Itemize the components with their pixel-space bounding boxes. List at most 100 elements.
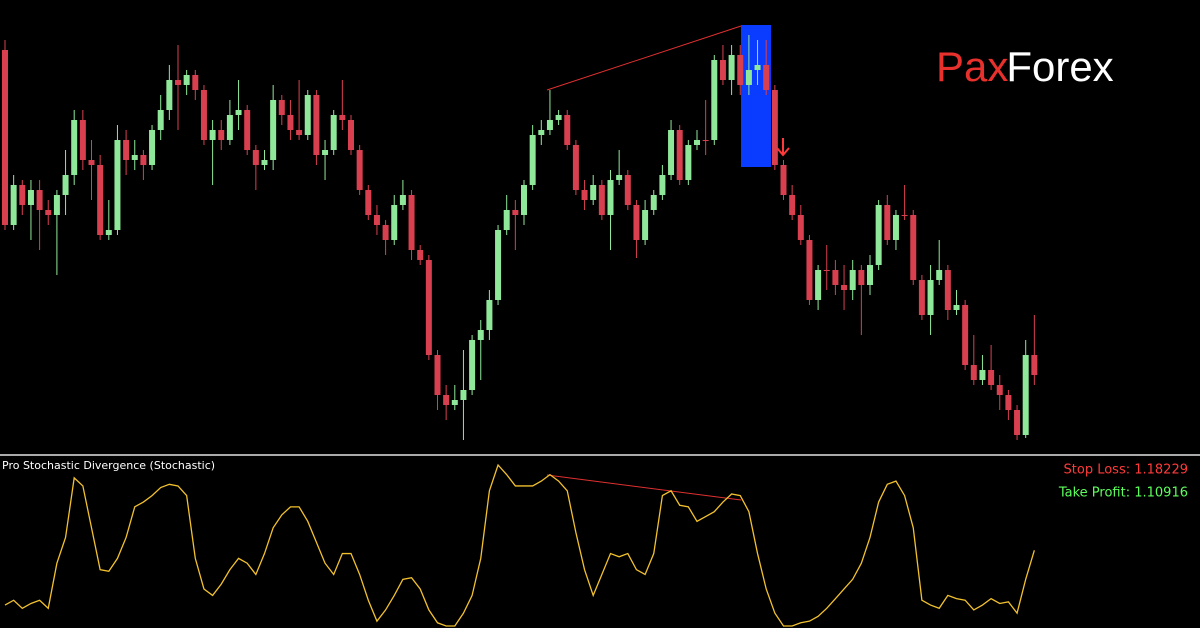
candle-body	[797, 215, 804, 240]
logo: Pax Forex	[936, 43, 1114, 90]
stop-loss: Stop Loss: 1.18229	[1064, 463, 1188, 478]
candle-body	[711, 60, 718, 140]
candle-body	[408, 195, 415, 250]
logo-right: Forex	[1006, 43, 1113, 90]
candle-body	[633, 205, 640, 240]
candle-body	[832, 270, 839, 285]
candle-body	[616, 175, 623, 180]
candle-body	[209, 130, 216, 140]
candle-body	[356, 150, 363, 190]
candle-body	[823, 270, 830, 271]
candle-body	[737, 55, 744, 85]
candle-body	[451, 400, 458, 405]
candle-body	[226, 115, 233, 140]
candle-body	[1005, 395, 1012, 410]
candle-body	[469, 340, 476, 390]
candle-body	[391, 205, 398, 240]
candle-body	[884, 205, 891, 240]
candle-body	[235, 110, 242, 115]
candle-body	[183, 75, 190, 85]
candle-body	[373, 215, 380, 225]
candle-body	[970, 365, 977, 380]
candle-body	[45, 210, 52, 215]
candle-body	[218, 130, 225, 140]
candle-body	[789, 195, 796, 215]
candle-body	[624, 175, 631, 205]
candle-body	[642, 210, 649, 240]
candle-body	[287, 115, 294, 130]
candle-body	[771, 90, 778, 165]
candle-body	[27, 190, 34, 205]
candle-body	[676, 130, 683, 180]
candle-body	[1022, 355, 1029, 435]
candle-body	[815, 270, 822, 300]
candle-body	[278, 100, 285, 115]
stochastic-line	[4, 463, 1035, 627]
candle-body	[131, 155, 138, 160]
candle-body	[841, 285, 848, 290]
candle-body	[261, 160, 268, 165]
candle-body	[745, 70, 752, 85]
candle-body	[988, 370, 995, 385]
candle-body	[598, 185, 605, 215]
candle-body	[244, 110, 251, 150]
candle-body	[296, 130, 303, 135]
divergence-line	[546, 25, 742, 91]
candle-body	[270, 100, 277, 160]
candle-body	[495, 230, 502, 300]
candle-body	[365, 190, 372, 215]
candle-body	[36, 190, 43, 210]
candle-body	[555, 115, 562, 120]
candle-body	[477, 330, 484, 340]
candle-body	[979, 370, 986, 380]
candle-body	[399, 195, 406, 205]
candle-body	[149, 130, 156, 165]
candle-body	[114, 140, 121, 230]
candle-body	[503, 210, 510, 230]
candle-body	[996, 385, 1003, 395]
candle-body	[53, 195, 60, 215]
candle-body	[668, 130, 675, 175]
candle-body	[417, 250, 424, 260]
candle-body	[754, 65, 761, 70]
candle-body	[10, 185, 17, 225]
candle-body	[88, 160, 95, 165]
candle-body	[252, 150, 259, 165]
sell-arrow	[776, 138, 790, 157]
candle-body	[694, 140, 700, 145]
candle-body	[918, 280, 925, 315]
candle-body	[382, 225, 389, 240]
candle-body	[166, 80, 173, 110]
candle-body	[1014, 410, 1021, 435]
candle-body	[867, 265, 873, 285]
candle-body	[538, 130, 545, 135]
candle-body	[1031, 355, 1038, 375]
candle-body	[304, 95, 311, 135]
candle-body	[875, 205, 882, 265]
indicator-title: Pro Stochastic Divergence (Stochastic)	[2, 459, 215, 472]
candle-body	[529, 135, 536, 185]
candle-body	[434, 355, 441, 395]
candle-body	[460, 390, 467, 400]
candle-body	[910, 215, 917, 280]
candle-body	[123, 140, 130, 160]
candle-body	[79, 120, 86, 160]
candle-body	[962, 305, 969, 365]
candle-body	[322, 150, 329, 155]
candle-body	[659, 175, 666, 195]
candle-body	[858, 270, 865, 285]
take-profit: Take Profit: 1.10916	[1058, 486, 1188, 501]
candle-body	[157, 110, 164, 130]
candle-body	[313, 95, 320, 155]
candle-body	[936, 270, 943, 280]
candle-body	[546, 120, 553, 130]
candle-body	[780, 165, 787, 195]
candle-body	[572, 145, 579, 190]
candle-body	[590, 185, 597, 200]
candle-body	[192, 75, 199, 90]
candle-body	[348, 120, 354, 150]
candle-body	[806, 240, 813, 300]
candle-body	[512, 210, 519, 215]
